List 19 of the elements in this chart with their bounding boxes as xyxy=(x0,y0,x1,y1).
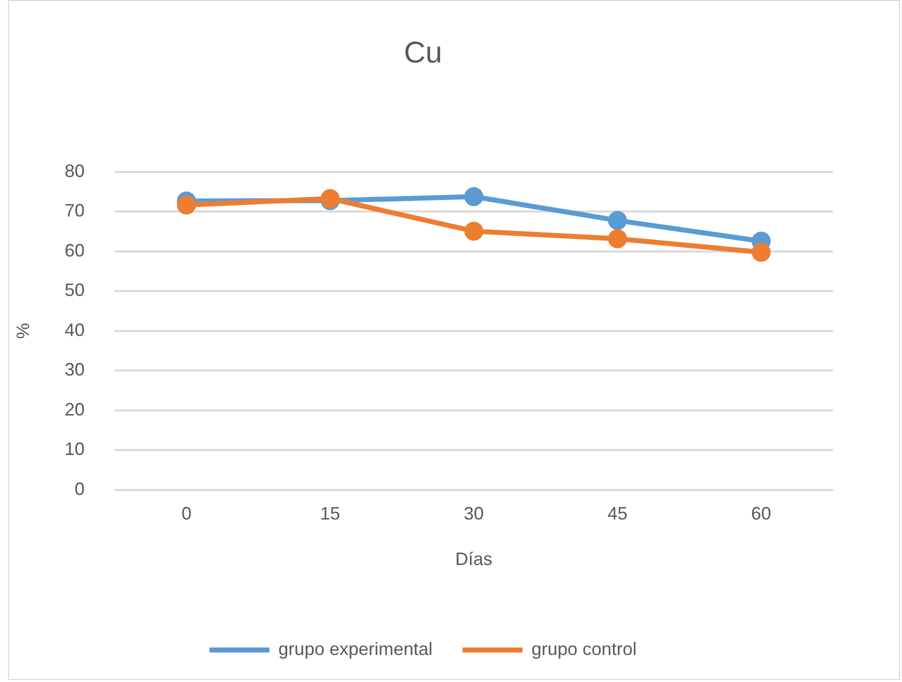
y-tick-label: 30 xyxy=(64,360,85,380)
x-tick-label: 30 xyxy=(464,504,484,524)
y-tick-label: 80 xyxy=(64,160,85,181)
legend-label: grupo control xyxy=(532,638,637,659)
x-tick-label: 0 xyxy=(181,504,192,524)
x-tick-label: 15 xyxy=(320,504,340,524)
y-tick-label: 10 xyxy=(64,439,85,460)
y-tick-label: 60 xyxy=(64,240,85,260)
y-tick-label: 70 xyxy=(64,200,85,221)
chart-title: Cu xyxy=(404,36,442,70)
y-tick-label: 20 xyxy=(64,399,85,420)
y-tick-label: 0 xyxy=(74,478,85,499)
y-tick-label: 40 xyxy=(64,320,85,340)
x-tick-label: 60 xyxy=(751,504,772,524)
y-axis-title: % xyxy=(12,322,33,339)
legend-label: grupo experimental xyxy=(278,638,433,659)
x-axis-title: Días xyxy=(455,549,492,570)
y-tick-label: 50 xyxy=(64,280,85,300)
x-tick-label: 45 xyxy=(607,504,628,524)
